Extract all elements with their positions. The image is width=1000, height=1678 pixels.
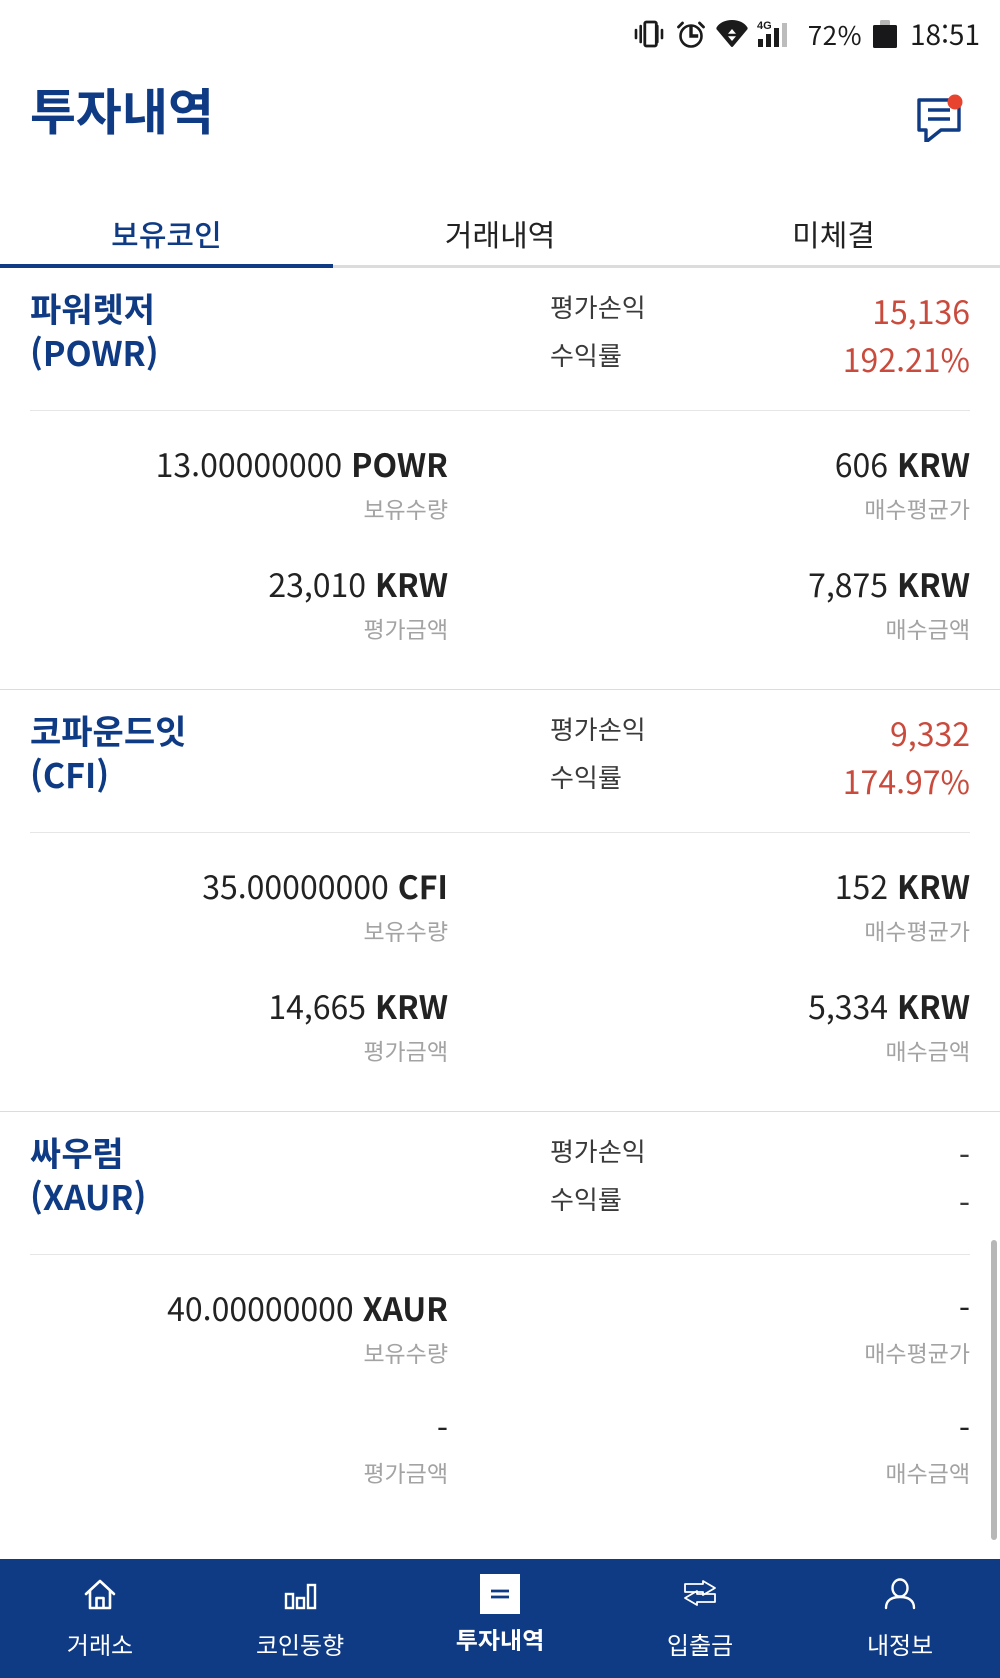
svg-text:4G: 4G (757, 20, 772, 32)
